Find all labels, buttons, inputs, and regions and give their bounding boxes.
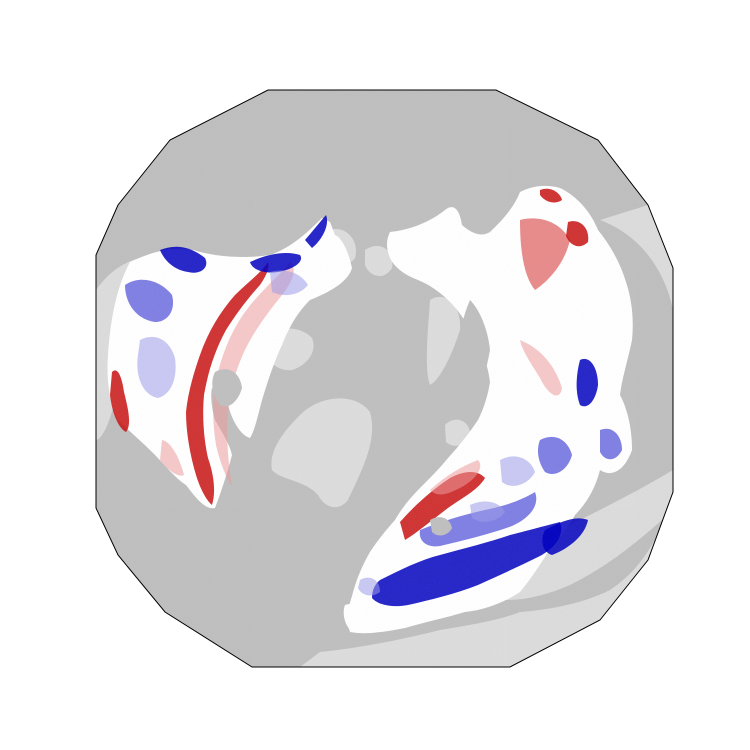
texture-overlay (96, 90, 673, 667)
map-boundary (95, 89, 674, 668)
